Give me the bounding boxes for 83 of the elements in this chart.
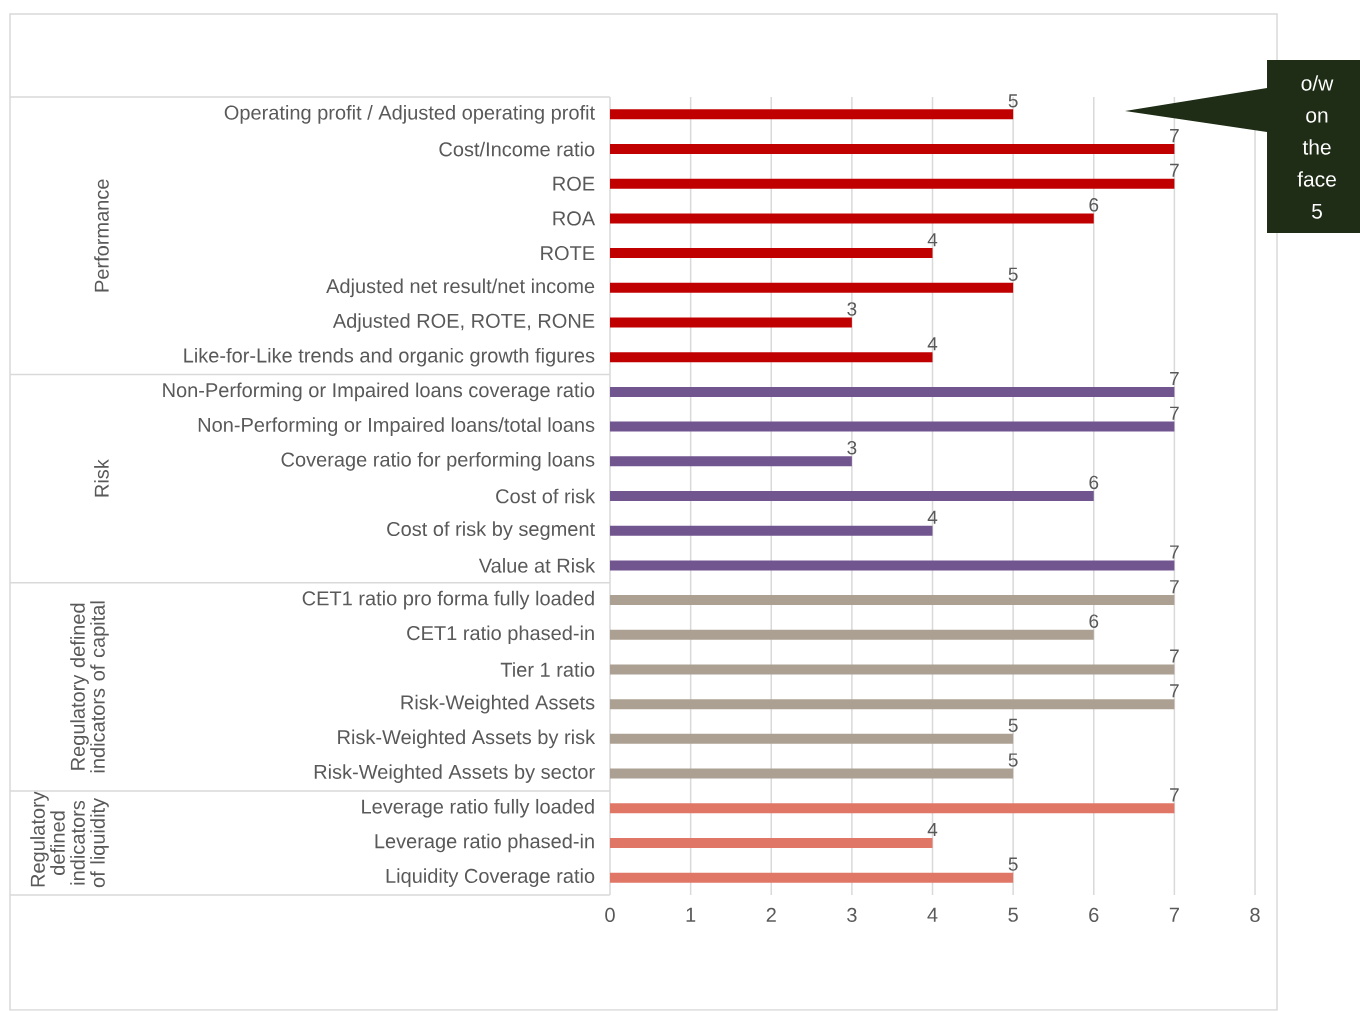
x-tick-label: 5 bbox=[1008, 907, 1018, 922]
bar bbox=[610, 664, 1175, 675]
bar bbox=[610, 178, 1175, 189]
text: Regulatory defined indicators of liquidity bbox=[30, 791, 109, 888]
text: o/w on the face 5 bbox=[1297, 75, 1336, 219]
text: Performance bbox=[94, 179, 109, 292]
bar bbox=[610, 213, 1094, 224]
y-tick-label: Risk-Weighted Assets bbox=[401, 694, 595, 714]
data-label: 4 bbox=[927, 823, 938, 837]
x-tick-label: 6 bbox=[1089, 908, 1099, 923]
text: Risk bbox=[94, 459, 109, 497]
bar bbox=[610, 491, 1094, 502]
y-tick-label: Adjusted ROE, ROTE, RONE bbox=[332, 313, 595, 332]
data-label: 6 bbox=[1089, 198, 1099, 212]
data-label: 7 bbox=[1170, 580, 1179, 594]
y-tick-label: Leverage ratio phased-in bbox=[375, 833, 594, 853]
data-label: 7 bbox=[1170, 163, 1179, 177]
data-label: 4 bbox=[927, 233, 938, 247]
data-label: 5 bbox=[1008, 857, 1018, 871]
y-tick-label: Operating profit / Adjusted operating profit bbox=[224, 105, 595, 124]
text: Regulatory defined indicators of capital bbox=[70, 601, 109, 773]
y-tick-label: CET1 ratio pro forma fully loaded bbox=[302, 590, 594, 610]
y-tick-label: Cost of risk bbox=[496, 488, 596, 504]
bar bbox=[610, 248, 933, 259]
bar bbox=[610, 282, 1014, 293]
y-tick-label: Cost/Income ratio bbox=[439, 141, 595, 157]
x-tick-label: 8 bbox=[1250, 908, 1260, 923]
y-tick-label: ROTE bbox=[541, 246, 595, 261]
x-tick-label: 4 bbox=[927, 907, 938, 922]
data-label: 5 bbox=[1008, 94, 1018, 108]
y-tick-label: CET1 ratio phased-in bbox=[407, 625, 594, 645]
y-tick-label: Value at Risk bbox=[478, 558, 596, 573]
y-tick-label: Like-for-Like trends and organic growth figures bbox=[184, 348, 595, 367]
data-label: 5 bbox=[1008, 267, 1018, 282]
bar bbox=[610, 456, 852, 467]
bar bbox=[610, 421, 1175, 432]
y-tick-label: Risk-Weighted Assets by risk bbox=[338, 729, 596, 749]
data-label: 3 bbox=[847, 302, 857, 316]
bar bbox=[610, 525, 933, 536]
data-label: 5 bbox=[1008, 753, 1018, 767]
bar bbox=[610, 768, 1014, 779]
y-tick-label: ROA bbox=[553, 211, 596, 226]
data-label: 7 bbox=[1170, 129, 1179, 143]
bar bbox=[610, 352, 933, 363]
data-label: 7 bbox=[1170, 684, 1179, 698]
y-tick-label: Non-Performing or Impaired loans coverage ratio bbox=[163, 382, 595, 402]
bar bbox=[610, 699, 1175, 710]
y-tick-label: Cost of risk by segment bbox=[387, 521, 595, 541]
data-label: 4 bbox=[927, 510, 938, 524]
bar bbox=[610, 317, 852, 328]
data-label: 7 bbox=[1170, 788, 1179, 802]
bar bbox=[610, 387, 1175, 398]
y-tick-label: Leverage ratio fully loaded bbox=[362, 799, 594, 818]
x-tick-label: 7 bbox=[1169, 907, 1179, 922]
data-label: 5 bbox=[1008, 718, 1018, 733]
y-tick-label: Liquidity Coverage ratio bbox=[386, 868, 595, 888]
bar bbox=[610, 560, 1175, 571]
data-label: 3 bbox=[847, 441, 857, 455]
y-tick-label: Coverage ratio for performing loans bbox=[281, 452, 595, 471]
bar bbox=[610, 803, 1175, 814]
y-tick-label: ROE bbox=[553, 176, 595, 191]
bar bbox=[610, 629, 1094, 640]
data-label: 7 bbox=[1170, 406, 1179, 420]
bar bbox=[610, 872, 1014, 883]
y-tick-label: Non-Performing or Impaired loans/total loans bbox=[198, 417, 595, 437]
bar bbox=[610, 838, 933, 849]
data-label: 7 bbox=[1170, 545, 1179, 559]
y-tick-label: Adjusted net result/net income bbox=[326, 278, 595, 298]
y-tick-label: Risk-Weighted Assets by sector bbox=[314, 764, 595, 784]
x-tick-label: 0 bbox=[605, 908, 615, 923]
bar bbox=[610, 144, 1175, 155]
data-label: 7 bbox=[1170, 649, 1179, 663]
data-label: 6 bbox=[1089, 614, 1099, 629]
x-tick-label: 1 bbox=[686, 907, 696, 922]
y-tick-label: Tier 1 ratio bbox=[500, 662, 595, 677]
bar bbox=[610, 734, 1014, 744]
data-label: 6 bbox=[1089, 475, 1099, 490]
bar bbox=[610, 595, 1175, 606]
x-tick-label: 2 bbox=[766, 908, 776, 922]
data-label: 4 bbox=[927, 337, 938, 351]
bar bbox=[610, 109, 1014, 120]
x-tick-label: 3 bbox=[847, 908, 857, 923]
data-label: 7 bbox=[1170, 372, 1179, 386]
